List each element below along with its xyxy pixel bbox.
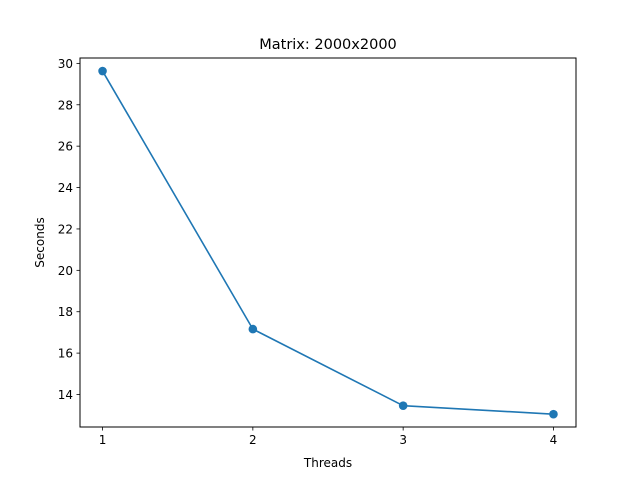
y-tick-label: 14 xyxy=(58,388,73,402)
data-point xyxy=(549,409,558,419)
y-tick-label: 26 xyxy=(58,140,73,154)
x-tick-label: 4 xyxy=(550,433,558,447)
series-line xyxy=(101,70,554,415)
y-tick-label: 16 xyxy=(58,347,73,361)
y-axis-label: Seconds xyxy=(33,217,47,267)
x-axis-label: Threads xyxy=(303,456,352,470)
series-layer xyxy=(98,66,558,419)
y-tick-label: 20 xyxy=(58,264,73,278)
y-tick-label: 22 xyxy=(58,222,73,236)
data-point xyxy=(248,324,258,334)
data-point xyxy=(398,401,408,410)
y-tick-label: 18 xyxy=(58,305,73,319)
plot-area-frame xyxy=(79,57,577,428)
chart-title: Matrix: 2000x2000 xyxy=(259,37,397,53)
y-tick-label: 30 xyxy=(58,57,73,71)
y-axis-ticks: 14 16 18 20 22 24 26 28 30 xyxy=(58,57,80,402)
x-tick-label: 3 xyxy=(399,433,407,447)
x-axis-ticks: 1 2 3 4 xyxy=(99,427,558,447)
y-tick-label: 24 xyxy=(58,181,73,195)
x-tick-label: 2 xyxy=(249,433,257,447)
x-tick-label: 1 xyxy=(99,433,107,447)
data-point xyxy=(98,66,107,76)
y-tick-label: 28 xyxy=(58,98,73,112)
